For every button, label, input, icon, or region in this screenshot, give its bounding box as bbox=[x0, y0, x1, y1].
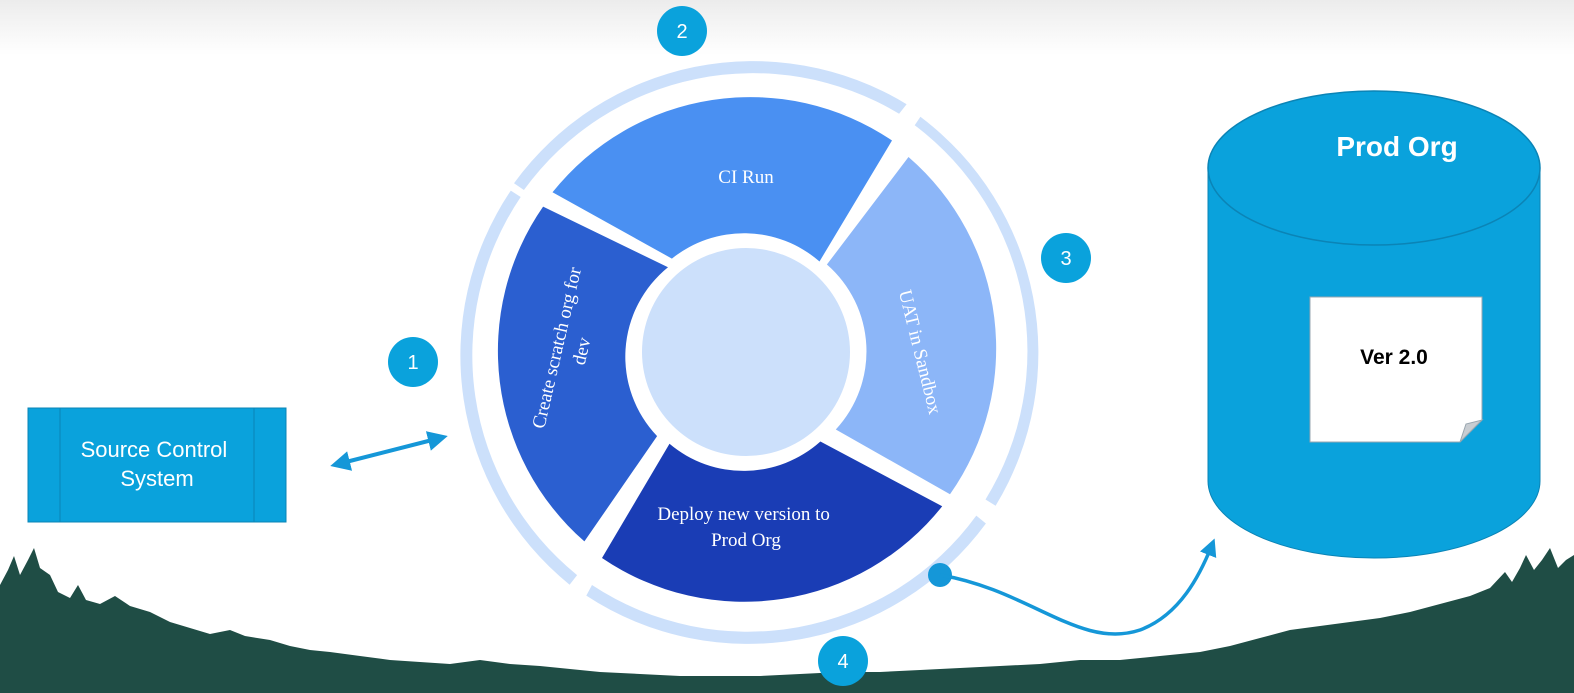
prod-org-database: Prod Org Ver 2.0 bbox=[1207, 90, 1541, 559]
deploy-arrow bbox=[939, 538, 1217, 636]
svg-text:4: 4 bbox=[837, 651, 848, 673]
version-note: Ver 2.0 bbox=[1309, 296, 1484, 443]
step-badge-2: 2 bbox=[657, 6, 707, 56]
segment-step-3 bbox=[826, 157, 997, 495]
svg-text:3: 3 bbox=[1060, 248, 1071, 270]
step-2-label: CI Run bbox=[718, 167, 774, 188]
segment-step-1 bbox=[497, 206, 668, 542]
segment-step-4 bbox=[602, 441, 943, 602]
source-control-label: Source Control System bbox=[81, 437, 234, 491]
prod-org-title: Prod Org bbox=[1336, 131, 1457, 162]
svg-text:1: 1 bbox=[407, 352, 418, 374]
center-circle bbox=[642, 248, 850, 456]
version-label: Ver 2.0 bbox=[1360, 346, 1428, 369]
step-badge-4: 4 bbox=[818, 636, 868, 686]
svg-text:2: 2 bbox=[676, 21, 687, 43]
step-badge-3: 3 bbox=[1041, 233, 1091, 283]
forest-silhouette bbox=[0, 548, 1574, 693]
step-badge-1: 1 bbox=[388, 337, 438, 387]
segment-step-2 bbox=[552, 97, 892, 262]
step-4-label: Deploy new version to Prod Org bbox=[657, 504, 834, 551]
source-control-box: Source Control System bbox=[27, 407, 287, 523]
sync-arrow bbox=[330, 431, 448, 471]
